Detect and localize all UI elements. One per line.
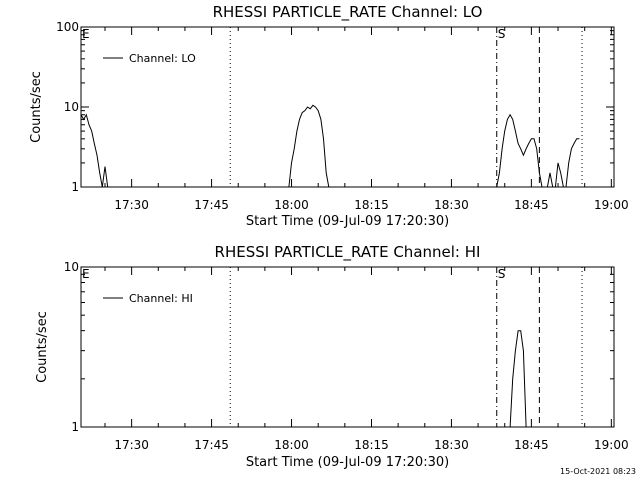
chart2-legend-entry: Channel: HI	[129, 292, 193, 305]
chart1-y-tick-label: 100	[56, 20, 79, 34]
chart1-series-line-segment-4	[546, 172, 554, 188]
chart1-x-tick-label: 17:30	[114, 198, 149, 212]
chart2-plot-frame	[80, 266, 615, 428]
chart1-series-line-segment-3	[496, 113, 543, 188]
chart2-series-line-segment-1	[509, 330, 527, 428]
chart1-x-tick-label: 18:00	[274, 198, 309, 212]
chart2-x-tick-label: 17:45	[194, 438, 229, 452]
chart1-x-tick-label: 19:00	[594, 198, 629, 212]
chart1-x-tick-label: 18:30	[434, 198, 469, 212]
chart2-x-tick-label: 19:00	[594, 438, 629, 452]
chart2-title: RHESSI PARTICLE_RATE Channel: HI	[215, 243, 481, 262]
chart2-y-axis-label: Counts/sec	[35, 311, 50, 383]
chart2-y-tick-label: 10	[64, 260, 79, 274]
chart2-x-tick-label: 18:00	[274, 438, 309, 452]
chart1-plot-frame	[80, 26, 615, 188]
chart2-marker-label-s: S	[498, 267, 506, 281]
chart2-x-tick-label: 18:45	[514, 438, 549, 452]
chart1-x-tick-label: 18:45	[514, 198, 549, 212]
chart1-x-axis-label: Start Time (09-Jul-09 17:20:30)	[246, 214, 449, 229]
chart1-title: RHESSI PARTICLE_RATE Channel: LO	[213, 3, 483, 22]
chart1-marker-label-e: E	[82, 27, 90, 41]
chart2-panel: RHESSI PARTICLE_RATE Channel: HI E S 1 10 17:…	[35, 243, 629, 470]
chart1-legend-entry: Channel: LO	[129, 52, 196, 65]
chart2-x-tick-label: 18:15	[354, 438, 389, 452]
chart2-y-tick-label: 1	[71, 420, 79, 434]
generation-timestamp: 15-Oct-2021 08:23	[560, 467, 636, 476]
chart2-x-tick-label: 18:30	[434, 438, 469, 452]
chart1-series-line-segment-6	[565, 138, 580, 188]
chart1-y-tick-label: 1	[71, 180, 79, 194]
chart2-marker-label-e: E	[82, 267, 90, 281]
chart1-x-tick-label: 18:15	[354, 198, 389, 212]
chart1-y-tick-label: 10	[64, 100, 79, 114]
chart1-panel: RHESSI PARTICLE_RATE Channel: LO E S 1 10 100…	[29, 3, 629, 229]
chart2-x-axis-label: Start Time (09-Jul-09 17:20:30)	[246, 455, 449, 470]
chart1-series-line-segment-5	[554, 162, 564, 188]
chart1-series-line-segment-2	[288, 104, 330, 188]
chart1-marker-label-s: S	[498, 27, 506, 41]
chart2-x-tick-label: 17:30	[114, 438, 149, 452]
chart1-series-line-segment-1	[80, 113, 109, 188]
chart1-x-tick-label: 17:45	[194, 198, 229, 212]
chart1-y-axis-label: Counts/sec	[29, 71, 44, 143]
